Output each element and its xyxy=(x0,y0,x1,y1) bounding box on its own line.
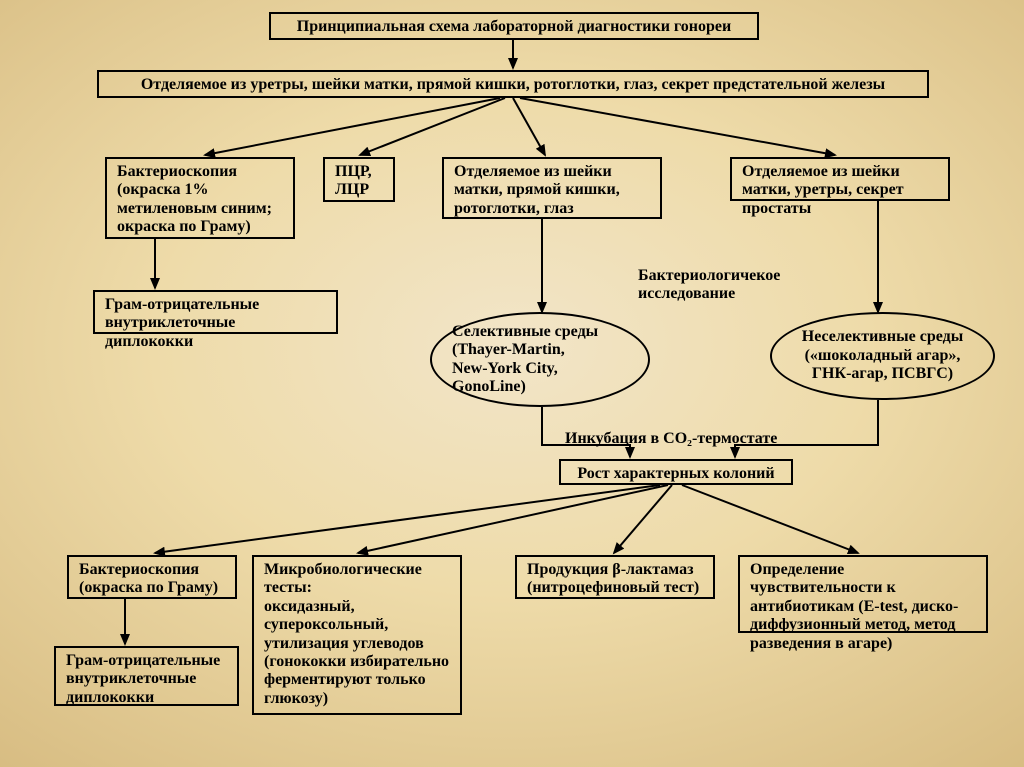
node-title: Принципиальная схема лабораторной диагно… xyxy=(269,12,759,40)
node-nonselective: Неселективные среды («шоколадный агар», … xyxy=(770,312,995,400)
node-selective: Селективные среды (Thayer-Martin, New-Yo… xyxy=(430,312,650,407)
edge-growth-b2 xyxy=(155,485,660,553)
node-gramneg1: Грам-отрицательные внутриклеточные дипло… xyxy=(93,290,338,334)
node-gramneg2: Грам-отрицательные внутриклеточные дипло… xyxy=(54,646,239,706)
node-bacterioscopy2: Бактериоскопия (окраска по Граму) xyxy=(67,555,237,599)
node-selective-text: Селективные среды (Thayer-Martin, New-Yo… xyxy=(452,323,628,397)
edge-growth-beta xyxy=(614,485,672,553)
edge-nonsel-growth xyxy=(735,400,878,457)
edge-source-d1 xyxy=(513,98,545,155)
edge-source-b1 xyxy=(205,98,500,155)
node-bacterioscopy1: Бактериоскопия (окраска 1% метиленовым с… xyxy=(105,157,295,239)
edge-growth-micro xyxy=(358,485,668,553)
node-betalact: Продукция β-лактамаз (нитроцефиновый тес… xyxy=(515,555,715,599)
edge-growth-sens xyxy=(682,485,858,553)
node-discharge2: Отделяемое из шейки матки, уретры, секре… xyxy=(730,157,950,201)
edge-source-pcr xyxy=(360,98,505,155)
edge-source-d2 xyxy=(520,98,835,155)
node-source: Отделяемое из уретры, шейки матки, прямо… xyxy=(97,70,929,98)
node-growth: Рост характерных колоний xyxy=(559,459,793,485)
node-microtests: Микробиологические тесты: оксидазный, су… xyxy=(252,555,462,715)
node-nonselective-text: Неселективные среды («шоколадный агар», … xyxy=(792,328,973,383)
node-sensitivity: Определение чувствительности к антибиоти… xyxy=(738,555,988,633)
node-discharge1: Отделяемое из шейки матки, прямой кишки,… xyxy=(442,157,662,219)
node-pcr: ПЦР, ЛЦР xyxy=(323,157,395,202)
label-incubation: Инкубация в СО₂-термостате xyxy=(565,430,777,448)
label-bacteriological: Бактериологичекое исследование xyxy=(638,267,808,304)
